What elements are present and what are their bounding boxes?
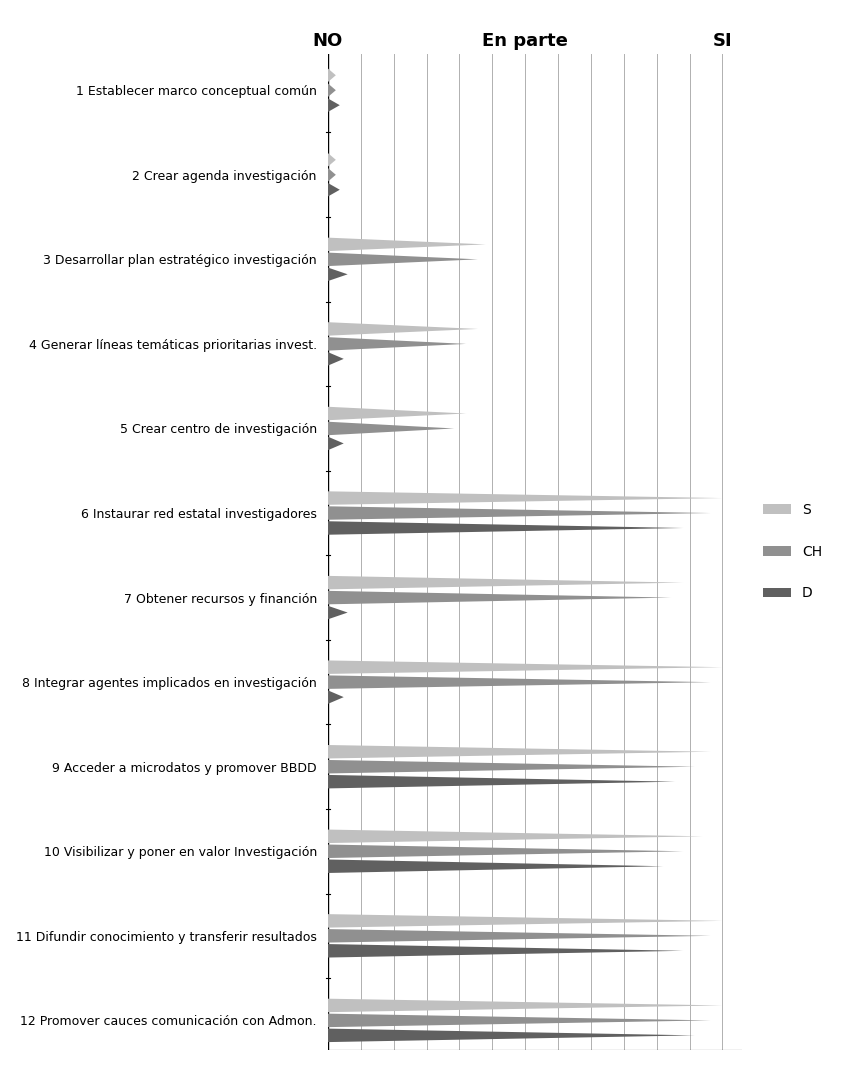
Polygon shape <box>328 998 722 1012</box>
Polygon shape <box>328 930 710 942</box>
Polygon shape <box>328 168 336 181</box>
Polygon shape <box>328 422 454 435</box>
Polygon shape <box>328 676 710 689</box>
Polygon shape <box>328 238 486 251</box>
Polygon shape <box>328 183 340 196</box>
Polygon shape <box>328 845 683 858</box>
Polygon shape <box>328 268 348 281</box>
Polygon shape <box>328 407 466 420</box>
Polygon shape <box>328 915 722 927</box>
Polygon shape <box>328 69 336 82</box>
Polygon shape <box>328 860 664 873</box>
Polygon shape <box>328 760 695 773</box>
Polygon shape <box>328 99 340 112</box>
Polygon shape <box>328 745 710 758</box>
Polygon shape <box>328 492 722 504</box>
Polygon shape <box>328 153 336 167</box>
Polygon shape <box>328 437 343 450</box>
Polygon shape <box>328 830 702 843</box>
Polygon shape <box>328 507 710 519</box>
Polygon shape <box>328 944 683 957</box>
Polygon shape <box>328 1013 710 1027</box>
Polygon shape <box>328 337 466 350</box>
Polygon shape <box>328 522 683 534</box>
Polygon shape <box>328 1028 695 1042</box>
Polygon shape <box>328 84 336 97</box>
Legend: S, CH, D: S, CH, D <box>758 497 828 606</box>
Polygon shape <box>328 576 683 589</box>
Polygon shape <box>328 253 478 266</box>
Polygon shape <box>328 661 722 674</box>
Polygon shape <box>328 691 343 704</box>
Polygon shape <box>328 322 478 335</box>
Polygon shape <box>328 352 343 365</box>
Text: SI: SI <box>713 32 733 50</box>
Text: En parte: En parte <box>482 32 568 50</box>
Polygon shape <box>328 606 348 619</box>
Polygon shape <box>328 775 675 788</box>
Polygon shape <box>328 591 671 604</box>
Text: NO: NO <box>312 32 343 50</box>
